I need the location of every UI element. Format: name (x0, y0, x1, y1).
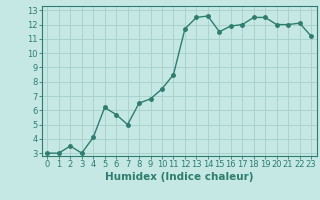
X-axis label: Humidex (Indice chaleur): Humidex (Indice chaleur) (105, 172, 253, 182)
